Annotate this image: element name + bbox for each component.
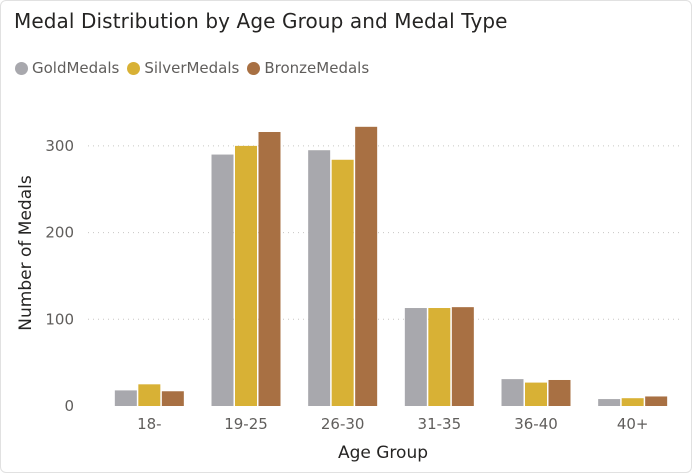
bar-silvermedals-18-[interactable] xyxy=(138,384,161,406)
bar-bronzemedals-18-[interactable] xyxy=(161,391,184,406)
bar-goldmedals-36-40[interactable] xyxy=(501,379,524,406)
bar-goldmedals-26-30[interactable] xyxy=(308,150,331,406)
gridlines xyxy=(88,145,680,320)
legend-marker-bronze xyxy=(247,61,261,75)
legend-item-bronze[interactable]: BronzeMedals xyxy=(247,59,369,77)
bar-silvermedals-31-35[interactable] xyxy=(428,308,451,406)
legend-item-gold[interactable]: GoldMedals xyxy=(15,59,119,77)
bar-silvermedals-26-30[interactable] xyxy=(331,159,354,406)
legend-label-gold: GoldMedals xyxy=(32,59,120,77)
bar-bronzemedals-19-25[interactable] xyxy=(258,132,281,406)
bars xyxy=(114,126,668,406)
legend-label-silver: SilverMedals xyxy=(144,59,240,77)
bar-goldmedals-19-25[interactable] xyxy=(211,154,234,406)
x-axis-title: Age Group xyxy=(338,443,428,463)
bar-silvermedals-19-25[interactable] xyxy=(235,145,257,406)
x-tick-label: 36-40 xyxy=(514,415,558,433)
x-tick-label: 18- xyxy=(137,415,162,433)
bar-silvermedals-36-40[interactable] xyxy=(525,382,547,406)
y-axis-title: Number of Medals xyxy=(16,175,36,331)
legend: GoldMedals SilverMedals BronzeMedals xyxy=(15,57,377,79)
legend-marker-gold xyxy=(15,61,28,75)
bar-bronzemedals-36-40[interactable] xyxy=(548,379,571,406)
x-tick-label: 40+ xyxy=(617,415,649,433)
y-tick-label: 0 xyxy=(64,397,74,415)
x-axis-ticks: 18- 19-25 26-30 31-35 36-40 40+ xyxy=(137,415,648,433)
bar-silvermedals-40+[interactable] xyxy=(621,398,644,406)
bar-bronzemedals-40+[interactable] xyxy=(645,396,668,406)
legend-marker-silver xyxy=(127,61,141,75)
y-tick-label: 300 xyxy=(45,137,74,155)
y-tick-label: 100 xyxy=(45,310,74,328)
chart-title: Medal Distribution by Age Group and Meda… xyxy=(14,9,508,33)
y-tick-label: 200 xyxy=(45,224,74,242)
legend-item-silver[interactable]: SilverMedals xyxy=(127,59,239,77)
bar-bronzemedals-26-30[interactable] xyxy=(355,126,378,406)
y-axis-ticks: 0 100 200 300 xyxy=(45,137,74,415)
bar-goldmedals-18-[interactable] xyxy=(114,390,137,406)
bar-bronzemedals-31-35[interactable] xyxy=(451,307,474,406)
x-tick-label: 31-35 xyxy=(418,415,462,433)
bar-goldmedals-31-35[interactable] xyxy=(404,308,427,406)
x-tick-label: 19-25 xyxy=(224,415,268,433)
x-tick-label: 26-30 xyxy=(321,415,365,433)
bar-goldmedals-40+[interactable] xyxy=(598,399,621,406)
legend-label-bronze: BronzeMedals xyxy=(264,59,370,77)
